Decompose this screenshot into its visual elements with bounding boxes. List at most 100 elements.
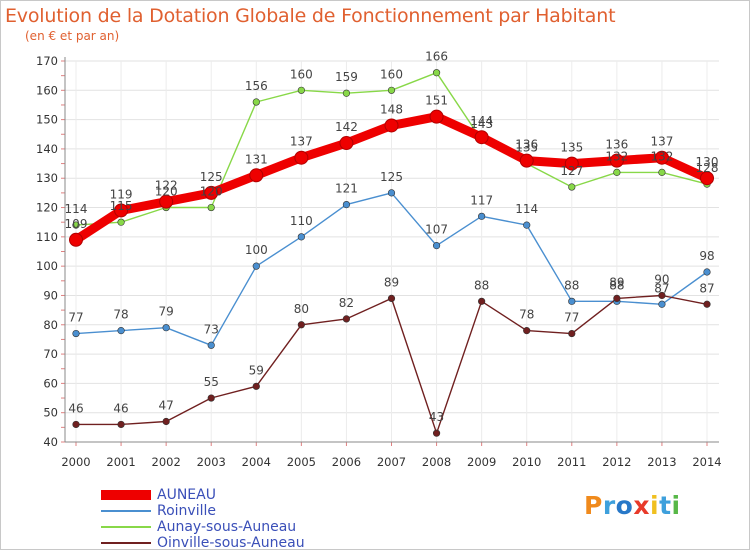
x-tick-label: 2004 [242, 455, 271, 469]
data-point [519, 153, 534, 168]
legend: AUNEAU Roinville Aunay-sous-Auneau Oinville… [101, 487, 305, 549]
data-point [432, 242, 441, 250]
proxiti-logo: Proxiti [584, 491, 681, 520]
data-label: 137 [650, 135, 673, 149]
y-tick-label: 120 [36, 201, 58, 215]
legend-swatch [101, 490, 151, 500]
data-point [568, 297, 576, 305]
data-point [69, 232, 83, 247]
data-point [117, 218, 125, 226]
data-point [207, 203, 215, 212]
data-point [384, 118, 399, 133]
y-tick-label: 90 [43, 288, 58, 302]
data-point [523, 221, 531, 229]
data-point [474, 130, 489, 145]
data-label: 131 [245, 152, 268, 166]
x-tick-label: 2005 [287, 455, 316, 469]
data-label: 115 [110, 199, 133, 213]
legend-swatch [101, 510, 151, 512]
data-point [252, 262, 260, 270]
data-point [114, 203, 129, 218]
x-tick-label: 2007 [377, 455, 406, 469]
data-point [117, 420, 125, 429]
logo-letter: x [633, 491, 650, 520]
legend-item: Roinville [101, 503, 305, 519]
legend-item: AUNEAU [101, 487, 305, 503]
data-label: 79 [159, 305, 174, 319]
data-label: 107 [425, 223, 448, 237]
data-point [432, 69, 441, 77]
data-point [297, 233, 305, 241]
legend-swatch [101, 542, 151, 544]
logo-letter: o [615, 491, 634, 520]
data-label: 117 [470, 193, 493, 207]
legend-label: AUNEAU [157, 487, 216, 503]
data-label: 125 [200, 170, 223, 184]
logo-letter: t [659, 491, 672, 520]
data-label: 160 [290, 67, 313, 81]
data-label: 136 [605, 138, 628, 152]
data-label: 128 [696, 161, 719, 175]
data-label: 78 [519, 308, 534, 322]
data-point [252, 382, 260, 390]
data-label: 160 [380, 67, 403, 81]
y-tick-label: 100 [36, 259, 58, 273]
data-label: 127 [560, 164, 583, 178]
x-tick-label: 2008 [422, 455, 451, 469]
data-point [207, 394, 215, 402]
logo-letter: i [671, 491, 681, 520]
data-label: 132 [605, 149, 628, 163]
y-tick-label: 110 [36, 230, 58, 244]
data-label: 132 [650, 149, 673, 163]
data-label: 135 [515, 141, 538, 155]
chart-subtitle: (en € et par an) [25, 29, 120, 43]
data-point [703, 268, 711, 276]
data-label: 159 [335, 70, 358, 84]
y-tick-label: 160 [36, 83, 58, 97]
data-point [387, 86, 396, 94]
data-label: 119 [110, 187, 133, 201]
logo-letter: i [650, 491, 660, 520]
data-label: 122 [155, 179, 178, 193]
data-label: 156 [245, 79, 268, 93]
data-point [658, 300, 666, 308]
x-tick-label: 2013 [647, 455, 676, 469]
data-label: 166 [425, 50, 448, 64]
data-label: 114 [515, 202, 538, 216]
data-label: 87 [654, 281, 669, 295]
axis-layer: 40 50 60 70 80 90 100 110 120 130 140 150 160 170 2000… [36, 54, 722, 469]
point-layer [69, 69, 714, 437]
x-tick-label: 2001 [106, 455, 135, 469]
data-point [297, 86, 305, 94]
data-point [162, 417, 170, 426]
data-point [162, 324, 170, 332]
data-label: 87 [699, 281, 714, 295]
y-tick-label: 60 [43, 376, 58, 390]
data-label: 78 [113, 308, 128, 322]
data-label: 136 [515, 138, 538, 152]
data-point [387, 294, 396, 302]
data-point [387, 189, 396, 197]
data-label: 46 [113, 401, 128, 415]
data-label: 110 [290, 214, 313, 228]
data-point [252, 98, 260, 106]
data-point [432, 429, 441, 437]
data-label: 80 [294, 302, 309, 316]
y-tick-label: 140 [36, 142, 58, 156]
data-point [700, 171, 714, 186]
data-point [523, 327, 531, 335]
data-point [207, 341, 215, 349]
data-label: 43 [429, 410, 444, 424]
legend-label: Aunay-sous-Auneau [157, 519, 297, 535]
x-tick-label: 2003 [197, 455, 226, 469]
y-tick-label: 150 [36, 113, 58, 127]
logo-letter: r [602, 491, 616, 520]
data-label: 88 [609, 278, 624, 292]
data-label: 55 [204, 375, 219, 389]
data-point [658, 168, 666, 176]
data-point [429, 109, 444, 124]
y-tick-label: 50 [43, 406, 58, 420]
data-point [613, 168, 621, 176]
